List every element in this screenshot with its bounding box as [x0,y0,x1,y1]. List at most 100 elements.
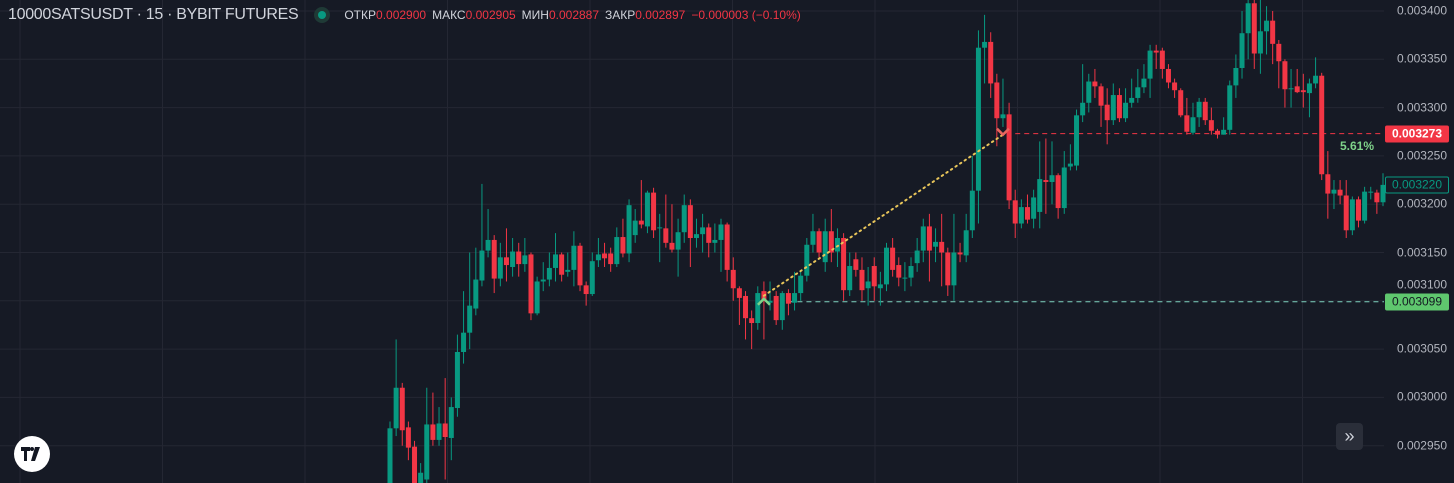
candle-down [638,220,644,225]
candle-up [1086,81,1092,103]
candle-up [479,250,485,281]
candle-up [1141,78,1147,88]
candle-down [816,231,822,253]
candle-down [1343,195,1349,231]
close-label: ЗАКР [605,8,636,22]
price-tick: 0.003150 [1396,245,1447,259]
candle-down [736,288,742,298]
candle-down [706,227,712,243]
candle-down [1165,68,1171,83]
candle-up [448,407,454,438]
candle-down [399,387,405,431]
chevrons-right-icon: » [1344,426,1355,446]
candle-up [436,423,442,440]
candle-down [1325,174,1331,194]
candle-up [779,293,785,321]
candle-up [693,234,699,239]
candle-down [785,293,791,304]
candle-up [810,231,816,245]
candle-down [1374,192,1380,203]
entry-price-label: 0.003099 [1385,293,1449,311]
candle-down [853,259,859,270]
candle-down [669,242,675,250]
candle-down [491,239,497,279]
price-tick: 0.003000 [1396,389,1447,404]
price-tick: 0.003200 [1396,196,1447,211]
candle-up [553,254,558,268]
price-lines [788,133,1384,303]
candle-up [510,251,516,267]
candle-down [957,252,963,255]
candle-up [969,190,975,231]
candle-down [559,254,565,275]
candle-up [485,239,491,251]
candle-down [1251,3,1257,54]
candle-down [528,254,534,314]
scroll-to-realtime-button[interactable]: » [1336,423,1363,450]
candle-up [1331,189,1337,194]
candle-up [767,300,773,303]
candle-down [1024,207,1030,220]
candle-up [1288,88,1294,90]
candle-down [871,266,877,287]
candle-down [988,41,994,84]
candle-up [571,245,577,270]
candle-up [902,277,908,279]
candles [387,0,1386,483]
candle-down [1294,86,1300,93]
candle-up [1257,31,1263,54]
candle-up [467,305,473,333]
change-value: −0.000003 (−0.10%) [691,8,801,22]
candle-down [1116,95,1122,119]
trade-annotation [757,127,1010,306]
candle-up [534,281,540,314]
candle-up [418,472,424,483]
candle-up [1123,102,1129,119]
candle-up [1233,67,1239,86]
candle-up [804,244,810,276]
candle-up [626,205,632,254]
candle-up [792,293,798,303]
symbol-title[interactable]: 10000SATSUSDT · 15 · BYBIT FUTURES [8,6,299,23]
candle-up [540,279,546,282]
candle-up [675,232,681,250]
candle-up [1239,33,1245,68]
candle-up [951,252,957,286]
candle-up [473,279,479,309]
high-label: МАКС [432,8,466,22]
candle-up [1313,75,1319,84]
close-value: ЗАКР0.002897 [605,8,685,22]
candle-up [1227,85,1233,130]
candle-up [1000,114,1006,119]
high-number: 0.002905 [465,8,516,22]
price-tick: 0.003250 [1396,148,1447,163]
candle-down [1276,43,1282,62]
candle-up [1349,199,1355,231]
candle-down [620,237,626,254]
price-tick: 0.003300 [1396,100,1447,115]
candle-down [503,257,509,266]
open-value: ОТКР0.002900 [344,8,426,22]
candle-up [908,266,914,278]
arrow-up-icon [757,296,771,306]
candle-up [589,261,595,295]
candle-down [412,446,418,483]
candle-up [632,220,638,236]
candle-up [700,227,706,235]
candle-down [1208,120,1214,131]
candle-down [583,285,589,295]
candle-up [982,41,988,48]
candle-down [1055,175,1061,209]
candle-up [712,239,718,243]
candle-up [718,224,724,240]
close-number: 0.002897 [635,8,686,22]
candle-down [743,295,749,319]
candle-up [595,254,601,261]
candle-down [430,424,436,440]
candle-up [1110,95,1116,121]
tradingview-logo[interactable] [14,436,50,472]
candle-up [461,332,467,352]
candle-up [1061,167,1067,209]
candle-down [442,423,448,438]
